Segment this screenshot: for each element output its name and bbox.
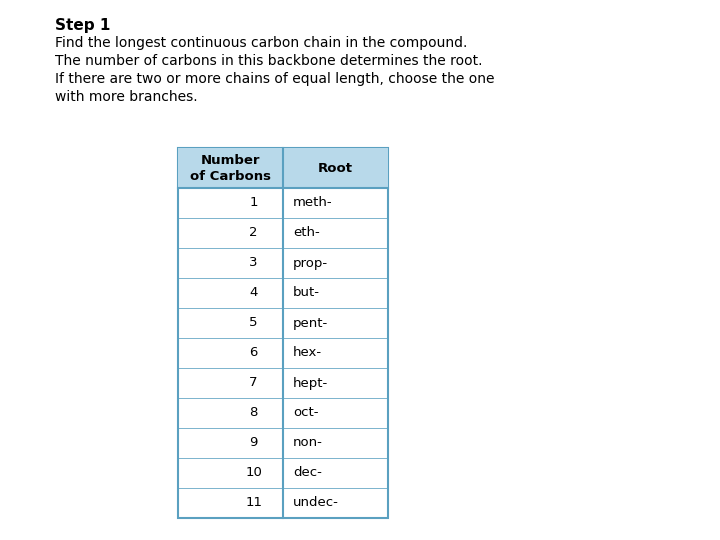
Text: undec-: undec- bbox=[293, 496, 339, 510]
Text: prop-: prop- bbox=[293, 256, 328, 269]
Text: 7: 7 bbox=[249, 376, 258, 389]
Text: eth-: eth- bbox=[293, 226, 320, 240]
Text: oct-: oct- bbox=[293, 407, 318, 420]
Bar bbox=[178, 148, 388, 518]
Text: 8: 8 bbox=[249, 407, 258, 420]
Text: 5: 5 bbox=[249, 316, 258, 329]
Text: dec-: dec- bbox=[293, 467, 322, 480]
Text: 9: 9 bbox=[249, 436, 258, 449]
Text: meth-: meth- bbox=[293, 197, 333, 210]
Text: 3: 3 bbox=[249, 256, 258, 269]
Text: hept-: hept- bbox=[293, 376, 328, 389]
Text: If there are two or more chains of equal length, choose the one: If there are two or more chains of equal… bbox=[55, 72, 495, 86]
Text: Find the longest continuous carbon chain in the compound.: Find the longest continuous carbon chain… bbox=[55, 36, 467, 50]
Text: hex-: hex- bbox=[293, 347, 322, 360]
Text: 4: 4 bbox=[249, 287, 258, 300]
Text: 11: 11 bbox=[245, 496, 262, 510]
Text: 2: 2 bbox=[249, 226, 258, 240]
Text: pent-: pent- bbox=[293, 316, 328, 329]
Text: with more branches.: with more branches. bbox=[55, 90, 197, 104]
Text: The number of carbons in this backbone determines the root.: The number of carbons in this backbone d… bbox=[55, 54, 482, 68]
Text: 1: 1 bbox=[249, 197, 258, 210]
Text: 6: 6 bbox=[249, 347, 258, 360]
Text: but-: but- bbox=[293, 287, 320, 300]
Text: Number
of Carbons: Number of Carbons bbox=[190, 153, 271, 183]
Text: Root: Root bbox=[318, 161, 353, 174]
Text: Step 1: Step 1 bbox=[55, 18, 110, 33]
Bar bbox=[178, 148, 388, 188]
Text: non-: non- bbox=[293, 436, 323, 449]
Text: 10: 10 bbox=[246, 467, 262, 480]
